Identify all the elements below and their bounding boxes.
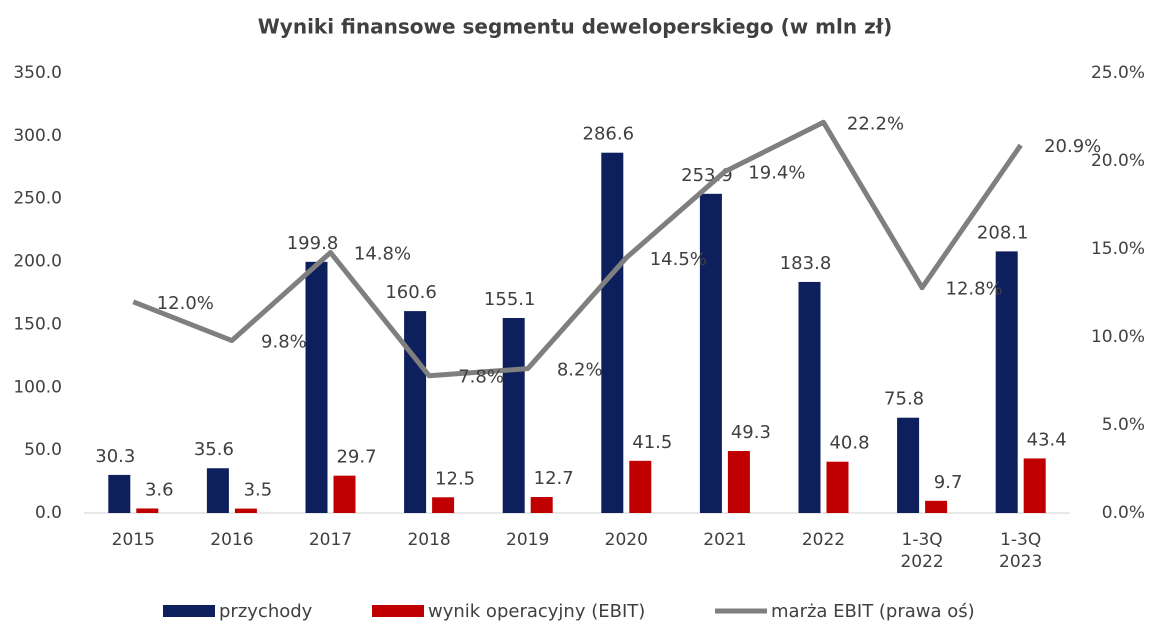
- data-label: 183.8: [780, 253, 832, 274]
- x-tick-label: 2019: [506, 530, 550, 550]
- x-tick-label: 2017: [308, 530, 353, 550]
- bar: [699, 193, 722, 513]
- bar: [432, 497, 455, 513]
- y2-tick-label: 15.0%: [1091, 239, 1145, 259]
- legend-swatch: [372, 605, 424, 617]
- x-tick-label: 2022: [801, 530, 846, 550]
- x-tick-label: 1-3Q 2023: [999, 530, 1043, 572]
- bar: [234, 508, 257, 513]
- bar: [629, 460, 652, 513]
- bar: [530, 497, 553, 513]
- data-label: 30.3: [95, 446, 135, 467]
- data-label: 286.6: [583, 124, 635, 145]
- bar: [108, 474, 131, 513]
- data-label: 3.5: [244, 480, 273, 501]
- data-label: 7.8%: [458, 367, 504, 388]
- bar: [897, 417, 920, 513]
- y2-tick-label: 10.0%: [1091, 327, 1145, 347]
- y-tick-label: 300.0: [13, 126, 62, 146]
- data-label: 9.8%: [261, 332, 307, 353]
- data-label: 22.2%: [847, 113, 904, 134]
- chart-title: Wyniki finansowe segmentu deweloperskieg…: [258, 15, 893, 39]
- bar: [798, 281, 821, 513]
- data-label: 14.5%: [650, 249, 707, 270]
- legend-label: przychody: [219, 601, 313, 622]
- data-label: 19.4%: [748, 163, 805, 184]
- y2-tick-label: 25.0%: [1091, 63, 1145, 83]
- bar: [404, 311, 427, 513]
- bar: [925, 500, 948, 513]
- bar: [995, 251, 1018, 514]
- bar: [136, 508, 159, 513]
- data-label: 75.8: [884, 389, 924, 410]
- data-label: 8.2%: [557, 360, 603, 381]
- y-tick-label: 200.0: [13, 252, 62, 272]
- y-tick-label: 350.0: [13, 63, 62, 83]
- data-label: 12.5: [435, 468, 475, 489]
- data-label: 43.4: [1027, 429, 1067, 450]
- data-label: 12.0%: [157, 293, 214, 314]
- legend-label: wynik operacyjny (EBIT): [428, 601, 645, 622]
- line: [132, 119, 1023, 379]
- bar: [1023, 458, 1046, 513]
- x-tick-label: 2016: [210, 530, 254, 550]
- legend-label: marża EBIT (prawa oś): [771, 601, 975, 622]
- y2-tick-label: 5.0%: [1102, 415, 1145, 435]
- data-label: 199.8: [287, 233, 339, 254]
- bar: [333, 475, 356, 513]
- data-label: 208.1: [977, 222, 1029, 243]
- x-tick-label: 1-3Q 2022: [900, 530, 944, 572]
- data-label: 35.6: [194, 439, 234, 460]
- y-tick-label: 50.0: [24, 440, 62, 460]
- y-tick-label: 0.0: [35, 503, 62, 523]
- bar: [826, 461, 849, 513]
- data-label: 155.1: [484, 289, 536, 310]
- data-label: 3.6: [145, 479, 174, 500]
- y-tick-label: 100.0: [13, 377, 62, 397]
- data-label: 29.7: [336, 447, 376, 468]
- data-label: 49.3: [731, 422, 771, 443]
- legend-swatch: [163, 605, 215, 617]
- data-label: 253.9: [681, 165, 733, 186]
- y2-tick-label: 0.0%: [1102, 503, 1145, 523]
- x-tick-label: 2015: [111, 530, 155, 550]
- bar: [502, 318, 525, 513]
- data-label: 20.9%: [1044, 136, 1101, 157]
- data-label: 41.5: [632, 432, 672, 453]
- y2-tick-label: 20.0%: [1091, 151, 1145, 171]
- data-label: 9.7: [934, 472, 963, 493]
- x-tick-label: 2021: [703, 530, 747, 550]
- x-tick-label: 2018: [407, 530, 451, 550]
- bar: [305, 261, 328, 513]
- x-tick-label: 2020: [604, 530, 648, 550]
- y-tick-label: 150.0: [13, 314, 62, 334]
- bar: [601, 152, 624, 513]
- data-label: 12.8%: [946, 279, 1003, 300]
- bar: [727, 451, 750, 513]
- y-tick-label: 250.0: [13, 189, 62, 209]
- data-label: 12.7: [534, 468, 574, 489]
- bar: [206, 468, 229, 513]
- data-label: 160.6: [385, 282, 437, 303]
- data-label: 40.8: [829, 433, 869, 454]
- data-label: 14.8%: [354, 244, 411, 265]
